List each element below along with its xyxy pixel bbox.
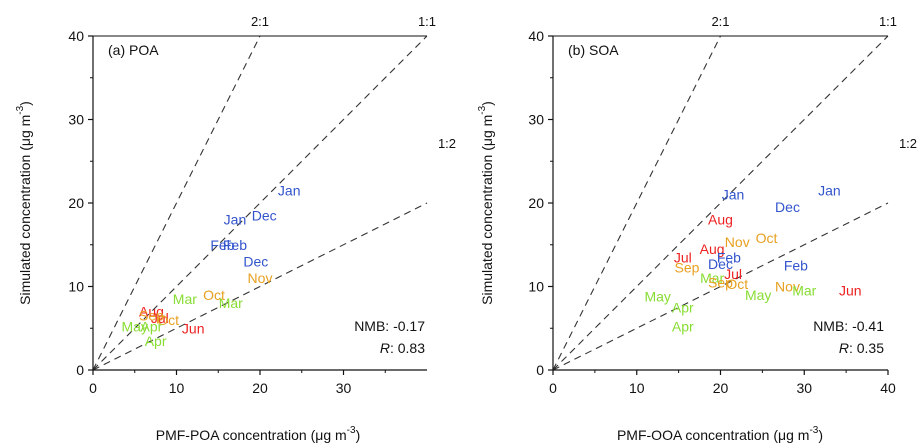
ref-label-2-1-poa: 2:1	[251, 14, 269, 29]
x-tick-label-poa: 30	[336, 380, 352, 396]
r-value-poa: 0.83	[398, 340, 425, 356]
data-point-may-poa: May	[122, 319, 148, 335]
data-point-oct-poa: Oct	[203, 287, 225, 303]
data-point-feb-poa: Feb	[210, 237, 234, 253]
nmb-label-soa: NMB:	[813, 318, 848, 334]
y-tick-label-poa: 40	[68, 28, 84, 44]
data-point-apr-poa: Apr	[145, 333, 167, 349]
x-tick-label-poa: 0	[89, 380, 97, 396]
ref-label-1-2-poa: 1:2	[438, 136, 456, 151]
y-tick-label-soa: 20	[528, 195, 544, 211]
ref-line-1-2-poa	[92, 202, 428, 371]
x-tick-label-soa: 10	[629, 380, 645, 396]
data-point-jun-poa: Jun	[182, 320, 205, 336]
x-tick-label-soa: 0	[549, 380, 557, 396]
data-point-mar-soa: Mar	[700, 270, 724, 286]
data-point-oct-soa: Oct	[726, 276, 748, 292]
data-point-feb-poa: Feb	[223, 237, 247, 253]
ref-line-2-1-poa	[92, 35, 261, 371]
data-point-jul-poa: Jul	[151, 310, 169, 326]
data-point-apr-soa: Apr	[672, 319, 694, 335]
data-point-mar-soa: Mar	[792, 283, 816, 299]
data-point-mar-poa: Mar	[173, 291, 197, 307]
data-point-jan-poa: Jan	[224, 212, 247, 228]
x-tick-label-soa: 30	[796, 380, 812, 396]
data-point-oct-poa: Oct	[157, 312, 179, 328]
data-point-oct-soa: Oct	[756, 230, 778, 246]
x-tick-label-poa: 10	[169, 380, 185, 396]
data-point-nov-poa: Nov	[248, 270, 273, 286]
svg-text:NMB: -0.41: NMB: -0.41	[813, 318, 884, 334]
ref-label-1-2-soa: 1:2	[899, 136, 917, 151]
nmb-label-poa: NMB:	[354, 318, 389, 334]
data-point-dec-soa: Dec	[775, 199, 800, 215]
x-tick-label-poa: 20	[252, 380, 268, 396]
ref-line-1-2-soa	[552, 202, 889, 371]
data-point-dec-soa: Dec	[708, 256, 733, 272]
x-axis-label-soa: PMF-OOA concentration (μg m-3)	[617, 425, 823, 443]
data-point-jun-soa: Jun	[839, 283, 862, 299]
r-label-poa: R	[380, 340, 390, 356]
data-point-jul-soa: Jul	[674, 249, 692, 265]
data-point-sep-soa: Sep	[708, 274, 733, 290]
data-point-aug-soa: Aug	[700, 241, 725, 257]
data-point-dec-poa: Dec	[252, 208, 277, 224]
y-tick-label-poa: 0	[76, 362, 84, 378]
panel-label-soa: (b) SOA	[568, 42, 619, 58]
y-tick-label-soa: 30	[528, 112, 544, 128]
stats-poa: NMB: -0.17 R: 0.83	[354, 318, 425, 356]
data-point-jul-soa: Jul	[724, 266, 742, 282]
nmb-value-poa: -0.17	[393, 318, 425, 334]
data-point-feb-soa: Feb	[784, 258, 808, 274]
data-point-aug-poa: Aug	[139, 304, 164, 320]
y-tick-label-poa: 10	[68, 279, 84, 295]
y-tick-label-poa: 30	[68, 112, 84, 128]
svg-text:NMB: -0.17: NMB: -0.17	[354, 318, 425, 334]
data-point-jan-poa: Jan	[278, 182, 301, 198]
data-point-nov-soa: Nov	[775, 279, 800, 295]
data-point-jan-soa: Jan	[818, 182, 841, 198]
y-axis-label-soa: Simulated concentration (μg m-3)	[477, 101, 495, 305]
nmb-value-soa: -0.41	[852, 318, 884, 334]
data-point-apr-poa: Apr	[141, 319, 163, 335]
data-point-feb-soa: Feb	[717, 249, 741, 265]
y-tick-label-soa: 10	[528, 279, 544, 295]
x-axis-label-poa: PMF-POA concentration (μg m-3)	[156, 425, 361, 443]
x-tick-label-soa: 20	[713, 380, 729, 396]
ref-line-2-1-soa	[552, 35, 721, 371]
data-point-aug-soa: Aug	[708, 212, 733, 228]
data-point-nov-soa: Nov	[725, 234, 750, 250]
panel-label-poa: (a) POA	[108, 42, 159, 58]
y-axis-label-poa: Simulated concentration (μg m-3)	[15, 101, 33, 305]
ref-line-1-1-soa	[552, 35, 889, 371]
data-point-jan-soa: Jan	[722, 187, 745, 203]
data-point-may-soa: May	[644, 289, 670, 305]
svg-text:R: 0.83: R: 0.83	[380, 340, 425, 356]
r-value-soa: 0.35	[857, 340, 884, 356]
data-point-sep-poa: Sep	[139, 308, 164, 324]
data-point-mar-poa: Mar	[219, 295, 243, 311]
ref-label-2-1-soa: 2:1	[711, 14, 729, 29]
ref-line-1-1-poa	[92, 35, 428, 371]
ref-label-1-1-poa: 1:1	[418, 14, 436, 29]
data-point-may-soa: May	[745, 287, 771, 303]
y-tick-label-soa: 0	[536, 362, 544, 378]
y-tick-label-poa: 20	[68, 195, 84, 211]
x-tick-label-soa: 40	[880, 380, 896, 396]
r-label-soa: R	[839, 340, 849, 356]
data-point-sep-soa: Sep	[675, 259, 700, 275]
svg-text:R: 0.35: R: 0.35	[839, 340, 884, 356]
data-point-apr-soa: Apr	[672, 299, 694, 315]
stats-soa: NMB: -0.41 R: 0.35	[813, 318, 884, 356]
data-point-dec-poa: Dec	[243, 253, 268, 269]
y-tick-label-soa: 40	[528, 28, 544, 44]
ref-label-1-1-soa: 1:1	[879, 14, 897, 29]
